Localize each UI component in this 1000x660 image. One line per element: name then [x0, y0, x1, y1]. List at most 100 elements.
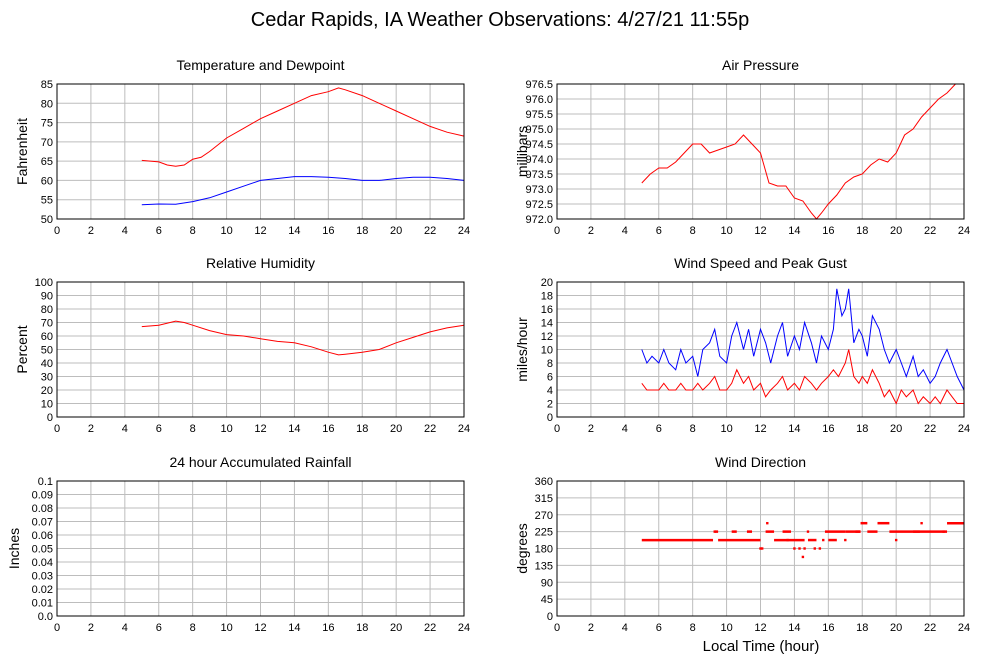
- humidity-y-tick-label: 100: [35, 277, 53, 289]
- wind-y-tick-label: 0: [547, 412, 553, 424]
- temp-y-tick-label: 55: [41, 195, 53, 207]
- wind-x-tick-label: 10: [720, 423, 732, 435]
- pressure-x-tick-label: 0: [554, 225, 560, 237]
- temp-x-tick-label: 0: [54, 225, 60, 237]
- pressure-x-tick-label: 22: [924, 225, 936, 237]
- wind-chart-title: Wind Speed and Peak Gust: [674, 255, 847, 271]
- wind-y-tick-label: 20: [541, 277, 553, 289]
- direction-direction-point: [813, 547, 816, 550]
- direction-y-tick-label: 180: [535, 544, 553, 556]
- humidity-y-tick-label: 30: [41, 372, 53, 384]
- direction-direction-point: [766, 521, 769, 525]
- rain-x-tick-label: 14: [288, 622, 300, 634]
- humidity-x-tick-label: 12: [254, 423, 266, 435]
- temp-x-tick-label: 24: [458, 225, 470, 237]
- direction-x-tick-label: 16: [822, 622, 834, 634]
- humidity-x-tick-label: 22: [424, 423, 436, 435]
- rain-y-axis-label: Inches: [6, 528, 22, 569]
- pressure-plot-frame: [556, 83, 965, 220]
- rain-y-tick-label: 0.08: [32, 503, 53, 515]
- humidity-x-tick-label: 4: [122, 423, 128, 435]
- rain-y-tick-label: 0.04: [32, 557, 53, 569]
- temp-x-tick-label: 16: [322, 225, 334, 237]
- direction-direction-point: [818, 547, 822, 550]
- rain-x-tick-label: 10: [220, 622, 232, 634]
- wind-y-tick-label: 2: [547, 399, 553, 411]
- temp-series-line-0: [141, 87, 465, 167]
- direction-x-tick-label: 4: [622, 622, 628, 634]
- direction-x-tick-label: 0: [554, 622, 560, 634]
- rain-plot-frame: [56, 480, 465, 617]
- wind-y-tick-label: 16: [541, 304, 553, 316]
- direction-chart-title: Wind Direction: [715, 454, 806, 470]
- direction-y-axis-label: degrees: [514, 523, 530, 574]
- temp-x-tick-label: 18: [356, 225, 368, 237]
- humidity-y-tick-label: 70: [41, 318, 53, 330]
- rain-x-tick-label: 12: [254, 622, 266, 634]
- temp-x-tick-label: 12: [254, 225, 266, 237]
- wind-plot-frame: [556, 281, 965, 418]
- humidity-y-tick-label: 10: [41, 399, 53, 411]
- rain-chart-title: 24 hour Accumulated Rainfall: [169, 454, 351, 470]
- rain-y-tick-label: 0.07: [32, 517, 53, 529]
- direction-direction-point: [801, 555, 805, 559]
- temp-y-tick-label: 85: [41, 79, 53, 91]
- humidity-x-tick-label: 8: [190, 423, 196, 435]
- rain-y-tick-label: 0.05: [32, 544, 53, 556]
- temp-x-tick-label: 6: [156, 225, 162, 237]
- wind-x-tick-label: 16: [822, 423, 834, 435]
- rain-y-tick-label: 0.01: [32, 598, 53, 610]
- rain-x-tick-label: 18: [356, 622, 368, 634]
- pressure-series-line-0: [641, 83, 964, 220]
- direction-plot-frame: [556, 480, 965, 617]
- wind-y-tick-label: 10: [541, 345, 553, 357]
- humidity-x-tick-label: 2: [88, 423, 94, 435]
- temp-y-tick-label: 70: [41, 137, 53, 149]
- pressure-x-tick-label: 14: [788, 225, 800, 237]
- rain-x-tick-label: 20: [390, 622, 402, 634]
- humidity-x-tick-label: 20: [390, 423, 402, 435]
- temp-plot-frame: [56, 83, 465, 220]
- wind-y-tick-label: 12: [541, 331, 553, 343]
- rain-y-tick-label: 0.1: [38, 476, 53, 488]
- direction-y-tick-label: 225: [535, 527, 553, 539]
- wind-x-tick-label: 12: [754, 423, 766, 435]
- rain-y-tick-label: 0.03: [32, 571, 53, 583]
- wind-x-tick-label: 6: [656, 423, 662, 435]
- wind-x-tick-label: 22: [924, 423, 936, 435]
- wind-x-tick-label: 14: [788, 423, 800, 435]
- wind-x-tick-label: 4: [622, 423, 628, 435]
- direction-direction-point: [844, 538, 847, 542]
- rain-x-tick-label: 16: [322, 622, 334, 634]
- wind-y-tick-label: 8: [547, 358, 553, 370]
- direction-direction-point: [806, 530, 810, 533]
- wind-y-axis-label: miles/hour: [514, 317, 530, 382]
- direction-direction-point: [803, 547, 806, 550]
- wind-x-tick-label: 20: [890, 423, 902, 435]
- rain-x-tick-label: 22: [424, 622, 436, 634]
- humidity-y-tick-label: 90: [41, 291, 53, 303]
- wind-x-tick-label: 0: [554, 423, 560, 435]
- wind-x-tick-label: 8: [690, 423, 696, 435]
- humidity-x-tick-label: 0: [54, 423, 60, 435]
- pressure-y-axis-label: millibars: [514, 126, 530, 177]
- pressure-y-tick-label: 972.0: [525, 214, 553, 226]
- direction-y-tick-label: 0: [547, 611, 553, 623]
- pressure-x-tick-label: 4: [622, 225, 628, 237]
- direction-direction-point: [786, 538, 789, 542]
- wind-y-tick-label: 4: [547, 385, 553, 397]
- temp-x-tick-label: 10: [220, 225, 232, 237]
- temp-y-tick-label: 60: [41, 175, 53, 187]
- rain-x-tick-label: 2: [88, 622, 94, 634]
- direction-y-tick-label: 45: [541, 594, 553, 606]
- pressure-y-tick-label: 976.0: [525, 94, 553, 106]
- direction-direction-point: [793, 547, 796, 550]
- wind-series-line-1: [641, 349, 964, 405]
- direction-direction-point: [713, 530, 716, 533]
- wind-y-tick-label: 14: [541, 318, 553, 330]
- humidity-x-tick-label: 24: [458, 423, 470, 435]
- rain-y-tick-label: 0.06: [32, 530, 53, 542]
- temp-x-tick-label: 8: [190, 225, 196, 237]
- temp-y-tick-label: 65: [41, 156, 53, 168]
